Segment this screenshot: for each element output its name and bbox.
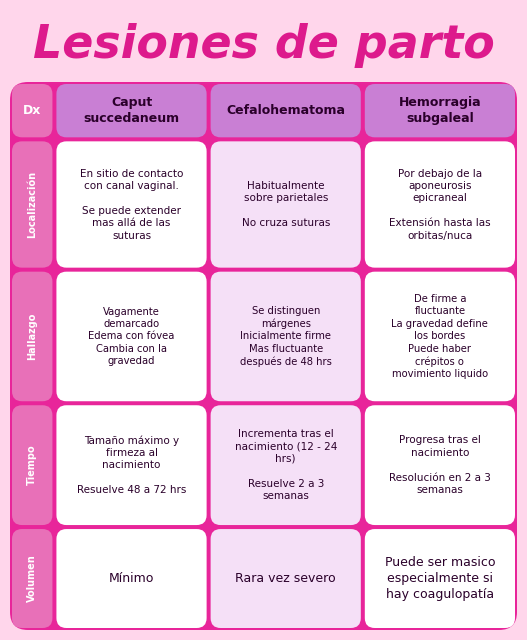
FancyBboxPatch shape bbox=[211, 405, 361, 525]
Text: Dx: Dx bbox=[23, 104, 42, 117]
Text: Vagamente
demarcado
Edema con fóvea
Cambia con la
gravedad: Vagamente demarcado Edema con fóvea Camb… bbox=[89, 307, 175, 366]
FancyBboxPatch shape bbox=[211, 271, 361, 401]
FancyBboxPatch shape bbox=[56, 529, 207, 628]
Text: Se distinguen
márgenes
Inicialmente firme
Mas fluctuante
después de 48 hrs: Se distinguen márgenes Inicialmente firm… bbox=[240, 306, 331, 367]
FancyBboxPatch shape bbox=[56, 84, 207, 138]
FancyBboxPatch shape bbox=[12, 529, 52, 628]
Text: Habitualmente
sobre parietales

No cruza suturas: Habitualmente sobre parietales No cruza … bbox=[241, 181, 330, 228]
FancyBboxPatch shape bbox=[211, 529, 361, 628]
FancyBboxPatch shape bbox=[12, 405, 52, 525]
FancyBboxPatch shape bbox=[56, 141, 207, 268]
Text: Por debajo de la
aponeurosis
epicraneal

Extensión hasta las
orbitas/nuca: Por debajo de la aponeurosis epicraneal … bbox=[389, 168, 491, 241]
Text: Volumen: Volumen bbox=[27, 555, 37, 602]
Text: Cefalohematoma: Cefalohematoma bbox=[226, 104, 345, 117]
Text: Lesiones de parto: Lesiones de parto bbox=[33, 24, 494, 68]
Text: De firme a
fluctuante
La gravedad define
los bordes
Puede haber
crépitos o
movim: De firme a fluctuante La gravedad define… bbox=[392, 294, 489, 379]
Text: Localización: Localización bbox=[27, 171, 37, 238]
Text: Tamaño máximo y
firmeza al
nacimiento

Resuelve 48 a 72 hrs: Tamaño máximo y firmeza al nacimiento Re… bbox=[77, 435, 186, 495]
Text: Incrementa tras el
nacimiento (12 - 24
hrs)

Resuelve 2 a 3
semanas: Incrementa tras el nacimiento (12 - 24 h… bbox=[235, 429, 337, 501]
FancyBboxPatch shape bbox=[365, 141, 515, 268]
Text: En sitio de contacto
con canal vaginal.

Se puede extender
mas allá de las
sutur: En sitio de contacto con canal vaginal. … bbox=[80, 168, 183, 241]
Text: Progresa tras el
nacimiento

Resolución en 2 a 3
semanas: Progresa tras el nacimiento Resolución e… bbox=[389, 435, 491, 495]
FancyBboxPatch shape bbox=[365, 405, 515, 525]
Text: Caput
succedaneum: Caput succedaneum bbox=[83, 96, 180, 125]
FancyBboxPatch shape bbox=[12, 271, 52, 401]
FancyBboxPatch shape bbox=[365, 271, 515, 401]
Text: Rara vez severo: Rara vez severo bbox=[236, 572, 336, 585]
Text: Hallazgo: Hallazgo bbox=[27, 313, 37, 360]
FancyBboxPatch shape bbox=[365, 529, 515, 628]
FancyBboxPatch shape bbox=[56, 405, 207, 525]
FancyBboxPatch shape bbox=[365, 84, 515, 138]
FancyBboxPatch shape bbox=[211, 141, 361, 268]
FancyBboxPatch shape bbox=[12, 84, 52, 138]
FancyBboxPatch shape bbox=[56, 271, 207, 401]
FancyBboxPatch shape bbox=[12, 141, 52, 268]
FancyBboxPatch shape bbox=[10, 82, 517, 630]
Text: Mínimo: Mínimo bbox=[109, 572, 154, 585]
Text: Puede ser masico
especialmente si
hay coagulopatía: Puede ser masico especialmente si hay co… bbox=[385, 556, 495, 601]
FancyBboxPatch shape bbox=[211, 84, 361, 138]
Text: Hemorragia
subgaleal: Hemorragia subgaleal bbox=[398, 96, 481, 125]
Text: Tiempo: Tiempo bbox=[27, 445, 37, 486]
